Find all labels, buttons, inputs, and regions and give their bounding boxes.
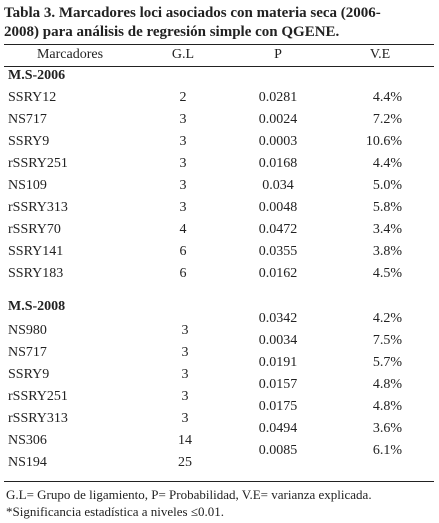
p-value: 0.034 <box>262 178 294 193</box>
gl-value: 6 <box>179 244 187 259</box>
ve-value: 7.2% <box>372 112 402 127</box>
gl-value: 3 <box>179 178 187 193</box>
section-label: M.S-2008 <box>8 299 66 314</box>
p-value: 0.0281 <box>258 90 298 105</box>
ve-value: 7.5% <box>372 333 402 348</box>
marker: NS194 <box>8 455 47 470</box>
p-value: 0.0175 <box>258 399 298 414</box>
marker: rSSRY251 <box>8 156 68 171</box>
column-header: V.E <box>369 47 391 62</box>
p-value: 0.0024 <box>258 112 298 127</box>
marker: rSSRY313 <box>8 200 68 215</box>
p-value: 0.0003 <box>258 134 298 149</box>
gl-value: 3 <box>181 323 189 338</box>
ve-value: 4.4% <box>372 156 402 171</box>
gl-value: 3 <box>179 200 187 215</box>
marker: rSSRY251 <box>8 389 68 404</box>
marker: SSRY141 <box>8 244 64 259</box>
ve-value: 5.7% <box>372 355 402 370</box>
ve-value: 3.8% <box>372 244 402 259</box>
gl-value: 3 <box>179 134 187 149</box>
ve-value: 4.5% <box>372 266 402 281</box>
gl-value: 3 <box>181 345 189 360</box>
marker: SSRY9 <box>8 367 50 382</box>
p-value: 0.0494 <box>258 421 298 436</box>
ve-value: 3.6% <box>372 421 402 436</box>
marker: SSRY12 <box>8 90 57 105</box>
rule <box>4 481 434 482</box>
p-value: 0.0191 <box>258 355 298 370</box>
p-value: 0.0355 <box>258 244 298 259</box>
marker: NS109 <box>8 178 47 193</box>
p-value: 0.0162 <box>258 266 298 281</box>
gl-value: 3 <box>181 411 189 426</box>
ve-value: 4.4% <box>372 90 402 105</box>
gl-value: 14 <box>178 433 192 448</box>
gl-value: 4 <box>179 222 187 237</box>
section-label: M.S-2006 <box>8 68 66 83</box>
gl-value: 3 <box>179 112 187 127</box>
ve-value: 5.0% <box>372 178 402 193</box>
column-header: Marcadores <box>36 47 104 62</box>
footnote: G.L= Grupo de ligamiento, P= Probabilida… <box>6 487 372 502</box>
ve-value: 3.4% <box>372 222 402 237</box>
footnote: *Significancia estadística a niveles ≤0.… <box>6 504 224 519</box>
marker: rSSRY70 <box>8 222 61 237</box>
gl-value: 25 <box>178 455 192 470</box>
p-value: 0.0472 <box>258 222 298 237</box>
column-header: P <box>274 47 282 62</box>
ve-value: 4.8% <box>372 377 402 392</box>
p-value: 0.0034 <box>258 333 298 348</box>
marker: NS306 <box>8 433 47 448</box>
gl-value: 3 <box>181 389 189 404</box>
marker: rSSRY313 <box>8 411 68 426</box>
ve-value: 5.8% <box>372 200 402 215</box>
column-header: G.L <box>171 47 195 62</box>
marker: NS717 <box>8 112 47 127</box>
p-value: 0.0342 <box>258 311 298 326</box>
p-value: 0.0157 <box>258 377 298 392</box>
ve-value: 10.6% <box>365 134 402 149</box>
title-line: 2008) para análisis de regresión simple … <box>4 24 340 40</box>
p-value: 0.0085 <box>258 443 298 458</box>
marker: SSRY183 <box>8 266 64 281</box>
gl-value: 3 <box>181 367 189 382</box>
title-line: Tabla 3. Marcadores loci asociados con m… <box>4 5 381 21</box>
marker: NS980 <box>8 323 47 338</box>
gl-value: 3 <box>179 156 187 171</box>
ve-value: 4.2% <box>372 311 402 326</box>
marker: NS717 <box>8 345 47 360</box>
p-value: 0.0168 <box>258 156 298 171</box>
ve-value: 4.8% <box>372 399 402 414</box>
rule <box>4 66 434 67</box>
rule <box>4 44 434 45</box>
gl-value: 2 <box>179 90 187 105</box>
ve-value: 6.1% <box>372 443 402 458</box>
p-value: 0.0048 <box>258 200 298 215</box>
gl-value: 6 <box>179 266 187 281</box>
marker: SSRY9 <box>8 134 50 149</box>
